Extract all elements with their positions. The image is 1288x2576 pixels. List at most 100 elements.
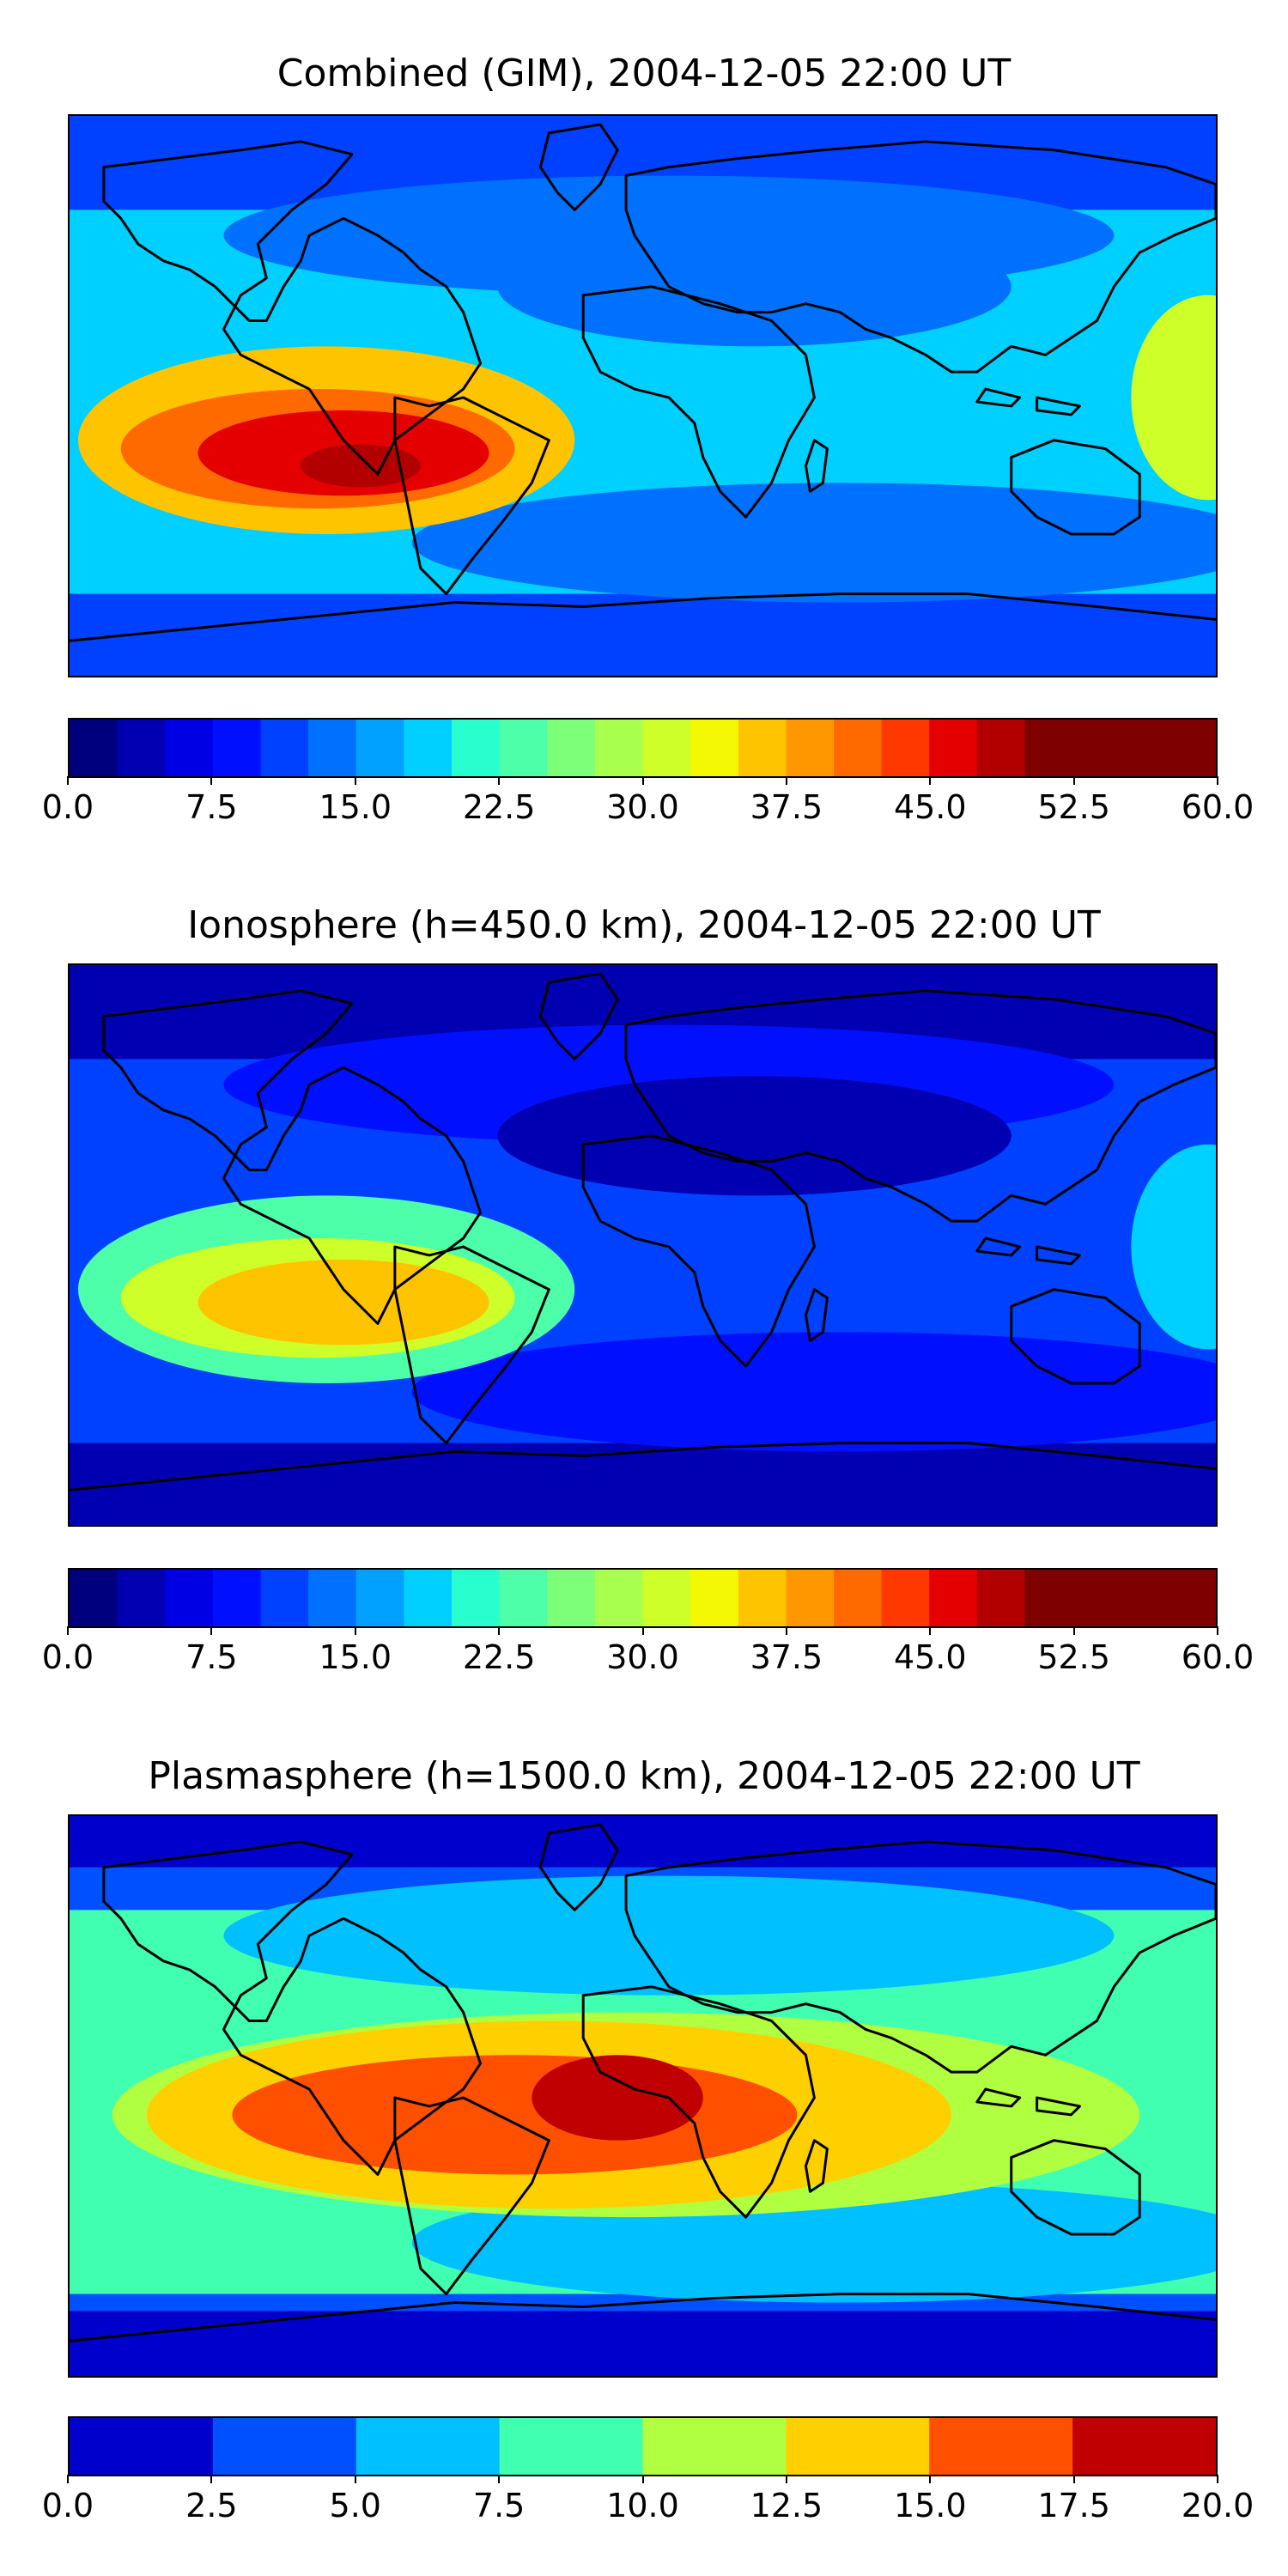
coastline [975,1236,1081,1266]
colorbar-tick [1072,1626,1075,1635]
colorbar-segment [117,1570,166,1626]
colorbar-ticks: 0.0 7.5 15.0 22.5 30.0 37.5 45.0 52.5 60.0 [42,776,1254,828]
colorbar-tick [210,1626,213,1635]
colorbar-tick [67,2475,69,2483]
colorbar-segment [355,2418,501,2475]
colorbar-tick-label: 7.5 [472,2487,526,2524]
contour-region [566,2076,669,2119]
coastline [393,2096,550,2296]
colorbar-segment [70,1570,118,1626]
colorbar-segment [786,2418,930,2475]
colorbar-segment [452,1570,501,1626]
colorbar-tick-label: 22.5 [462,788,536,826]
colorbar-tick-label: 15.0 [319,788,392,826]
colorbar-segment [165,1570,214,1626]
contour-region [497,1076,1012,1196]
colorbar-segment [165,720,214,776]
colorbar-segment [260,720,309,776]
tec-map [68,1814,1218,2378]
colorbar-segment [976,720,1026,776]
coastline [975,2087,1081,2117]
colorbar-segment [1024,1570,1073,1626]
colorbar-segment [881,1570,930,1626]
colorbar-tick [785,2475,787,2483]
colorbar-tick-label: 0.0 [41,788,94,826]
contour-region [301,444,421,488]
colorbar-segment [1072,1570,1121,1626]
coastline [624,140,1216,374]
colorbar-tick [641,2475,644,2483]
colorbar-segment [690,720,739,776]
colorbar-segment [499,720,548,776]
colorbar-svg [70,720,1216,776]
map-svg [70,1816,1216,2376]
contour-band-north [70,1816,1216,1868]
colorbar-tick [641,1626,644,1635]
tec-map [68,114,1218,677]
contour-region [411,483,1216,603]
coastline [102,140,483,476]
colorbar-tick-label: 30.0 [606,788,679,826]
colorbar-tick [641,776,644,785]
colorbar-tick [929,2475,932,2483]
colorbar-tick-label: 45.0 [893,788,967,826]
colorbar-tick-label: 15.0 [893,2487,967,2524]
contour-region [411,1332,1216,1452]
colorbar-segment [786,1570,835,1626]
coastline [624,989,1216,1223]
colorbar-tick [354,2475,356,2483]
colorbar-segment [452,720,501,776]
coastline [581,285,816,519]
coastline [804,439,829,493]
colorbar-segment [308,720,357,776]
coastline [581,1985,816,2219]
colorbar-tick [929,1626,932,1635]
colorbar-segment [642,1570,691,1626]
coastline [804,2139,829,2193]
colorbar-segment [881,720,930,776]
colorbar-tick-label: 37.5 [750,1638,823,1676]
coastline [102,989,483,1325]
colorbar-segment [499,2418,644,2475]
colorbar-segment [1072,2418,1216,2475]
colorbar-segment [1120,720,1169,776]
colorbar-tick-label: 45.0 [893,1638,967,1676]
colorbar-segment [355,1570,404,1626]
colorbar-tick [1072,776,1075,785]
contour-region [223,1875,1115,1996]
colorbar-tick-label: 2.5 [185,2487,238,2524]
colorbar-tick [785,776,787,785]
colorbar-segment [1072,720,1121,776]
colorbar-tick-label: 5.0 [329,2487,381,2524]
colorbar-tick [498,2475,501,2483]
colorbar-segment [70,2418,214,2475]
colorbar-segment [642,2418,787,2475]
colorbar-segment [70,720,118,776]
colorbar-ticks: 0.0 7.5 15.0 22.5 30.0 37.5 45.0 52.5 60.0 [42,1626,1254,1678]
colorbar-segment [1168,720,1216,776]
colorbar-segment [404,1570,453,1626]
contour-region [497,227,1012,347]
coastline [624,1840,1216,2074]
colorbar-segment [834,1570,883,1626]
contour-band-south [70,1443,1216,1525]
coastline [70,592,1216,642]
colorbar-tick-label: 10.0 [606,2487,679,2524]
colorbar-tick [785,1626,787,1635]
coastline [581,1134,816,1368]
colorbar-segment [976,1570,1026,1626]
colorbar-tick-label: 17.5 [1037,2487,1110,2524]
contour-region [1131,295,1216,501]
colorbar-tick [929,776,932,785]
coastline [393,1245,550,1445]
panel-title: Ionosphere (h=450.0 km), 2004-12-05 22:0… [187,903,1101,947]
colorbar-segment [260,1570,309,1626]
coastline [1010,2139,1141,2236]
coastline [538,1823,619,1911]
contour-region [301,1293,421,1337]
colorbar-segment [355,720,404,776]
colorbar-tick-label: 30.0 [606,1638,679,1676]
colorbar-segment [1024,720,1073,776]
contour-region [232,2055,798,2175]
colorbar-segment [1168,1570,1216,1626]
